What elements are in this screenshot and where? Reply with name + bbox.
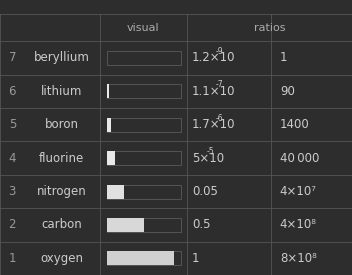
Bar	[107, 118, 111, 132]
Bar	[107, 218, 181, 232]
Text: -7: -7	[216, 80, 224, 89]
Bar	[107, 118, 181, 132]
Text: 3: 3	[9, 185, 16, 198]
Text: -9: -9	[216, 47, 224, 56]
Text: 1400: 1400	[280, 118, 310, 131]
Text: 0.05: 0.05	[192, 185, 218, 198]
Bar	[107, 84, 109, 98]
Bar	[107, 51, 181, 65]
Text: 2: 2	[8, 218, 16, 231]
Text: 1.7×10: 1.7×10	[192, 118, 235, 131]
Text: 0.5: 0.5	[192, 218, 210, 231]
Text: beryllium: beryllium	[34, 51, 89, 64]
Text: lithium: lithium	[41, 85, 82, 98]
Text: -5: -5	[207, 147, 214, 156]
Text: 5: 5	[9, 118, 16, 131]
Text: -6: -6	[216, 114, 224, 123]
Text: ratios: ratios	[253, 23, 285, 32]
Text: 90: 90	[280, 85, 295, 98]
Bar	[107, 151, 181, 165]
Bar	[107, 218, 144, 232]
Text: 1.2×10: 1.2×10	[192, 51, 235, 64]
Text: 4: 4	[8, 152, 16, 165]
Text: carbon: carbon	[41, 218, 82, 231]
Text: 4×10⁸: 4×10⁸	[280, 218, 317, 231]
Text: 8×10⁸: 8×10⁸	[280, 252, 316, 265]
Text: 1: 1	[192, 252, 199, 265]
Text: 7: 7	[8, 51, 16, 64]
Text: visual: visual	[127, 23, 160, 32]
Text: 1: 1	[280, 51, 287, 64]
Bar	[107, 185, 124, 199]
Text: 6: 6	[8, 85, 16, 98]
Bar	[107, 151, 115, 165]
Text: fluorine: fluorine	[39, 152, 84, 165]
Text: 5×10: 5×10	[192, 152, 224, 165]
Text: 1: 1	[8, 252, 16, 265]
Text: boron: boron	[45, 118, 78, 131]
Bar	[107, 251, 181, 265]
Text: 40 000: 40 000	[280, 152, 319, 165]
Bar	[107, 84, 181, 98]
Bar	[107, 185, 181, 199]
Text: 1.1×10: 1.1×10	[192, 85, 235, 98]
Text: 4×10⁷: 4×10⁷	[280, 185, 317, 198]
Bar	[107, 251, 174, 265]
Text: nitrogen: nitrogen	[37, 185, 87, 198]
Text: oxygen: oxygen	[40, 252, 83, 265]
